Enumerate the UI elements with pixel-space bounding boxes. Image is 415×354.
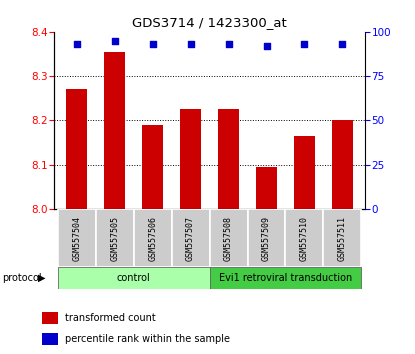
FancyBboxPatch shape <box>96 209 134 267</box>
Bar <box>42 333 58 345</box>
Bar <box>332 120 353 209</box>
Title: GDS3714 / 1423300_at: GDS3714 / 1423300_at <box>132 16 287 29</box>
Bar <box>104 52 125 209</box>
FancyBboxPatch shape <box>286 209 323 267</box>
Text: GSM557509: GSM557509 <box>262 216 271 261</box>
FancyBboxPatch shape <box>172 209 210 267</box>
Text: Evi1 retroviral transduction: Evi1 retroviral transduction <box>219 273 352 282</box>
Text: GSM557511: GSM557511 <box>338 216 347 261</box>
Text: GSM557510: GSM557510 <box>300 216 309 261</box>
Point <box>225 41 232 47</box>
Point <box>339 41 346 47</box>
Text: GSM557505: GSM557505 <box>110 216 119 261</box>
Text: GSM557506: GSM557506 <box>148 216 157 261</box>
FancyBboxPatch shape <box>247 209 286 267</box>
FancyBboxPatch shape <box>210 209 247 267</box>
Point <box>263 43 270 49</box>
Text: transformed count: transformed count <box>65 313 156 323</box>
Point <box>149 41 156 47</box>
Text: GSM557507: GSM557507 <box>186 216 195 261</box>
Bar <box>218 109 239 209</box>
Text: GSM557504: GSM557504 <box>72 216 81 261</box>
Bar <box>294 136 315 209</box>
FancyBboxPatch shape <box>58 267 210 289</box>
Point <box>111 38 118 44</box>
FancyBboxPatch shape <box>134 209 172 267</box>
FancyBboxPatch shape <box>323 209 361 267</box>
Text: protocol: protocol <box>2 273 42 282</box>
Bar <box>142 125 163 209</box>
FancyBboxPatch shape <box>58 209 96 267</box>
Point <box>187 41 194 47</box>
Bar <box>180 109 201 209</box>
Bar <box>66 90 87 209</box>
FancyBboxPatch shape <box>210 267 361 289</box>
Text: control: control <box>117 273 151 282</box>
Text: percentile rank within the sample: percentile rank within the sample <box>65 334 230 344</box>
Bar <box>256 167 277 209</box>
Point <box>73 41 80 47</box>
Text: GSM557508: GSM557508 <box>224 216 233 261</box>
Point <box>301 41 308 47</box>
Bar <box>42 312 58 324</box>
Text: ▶: ▶ <box>38 273 46 282</box>
